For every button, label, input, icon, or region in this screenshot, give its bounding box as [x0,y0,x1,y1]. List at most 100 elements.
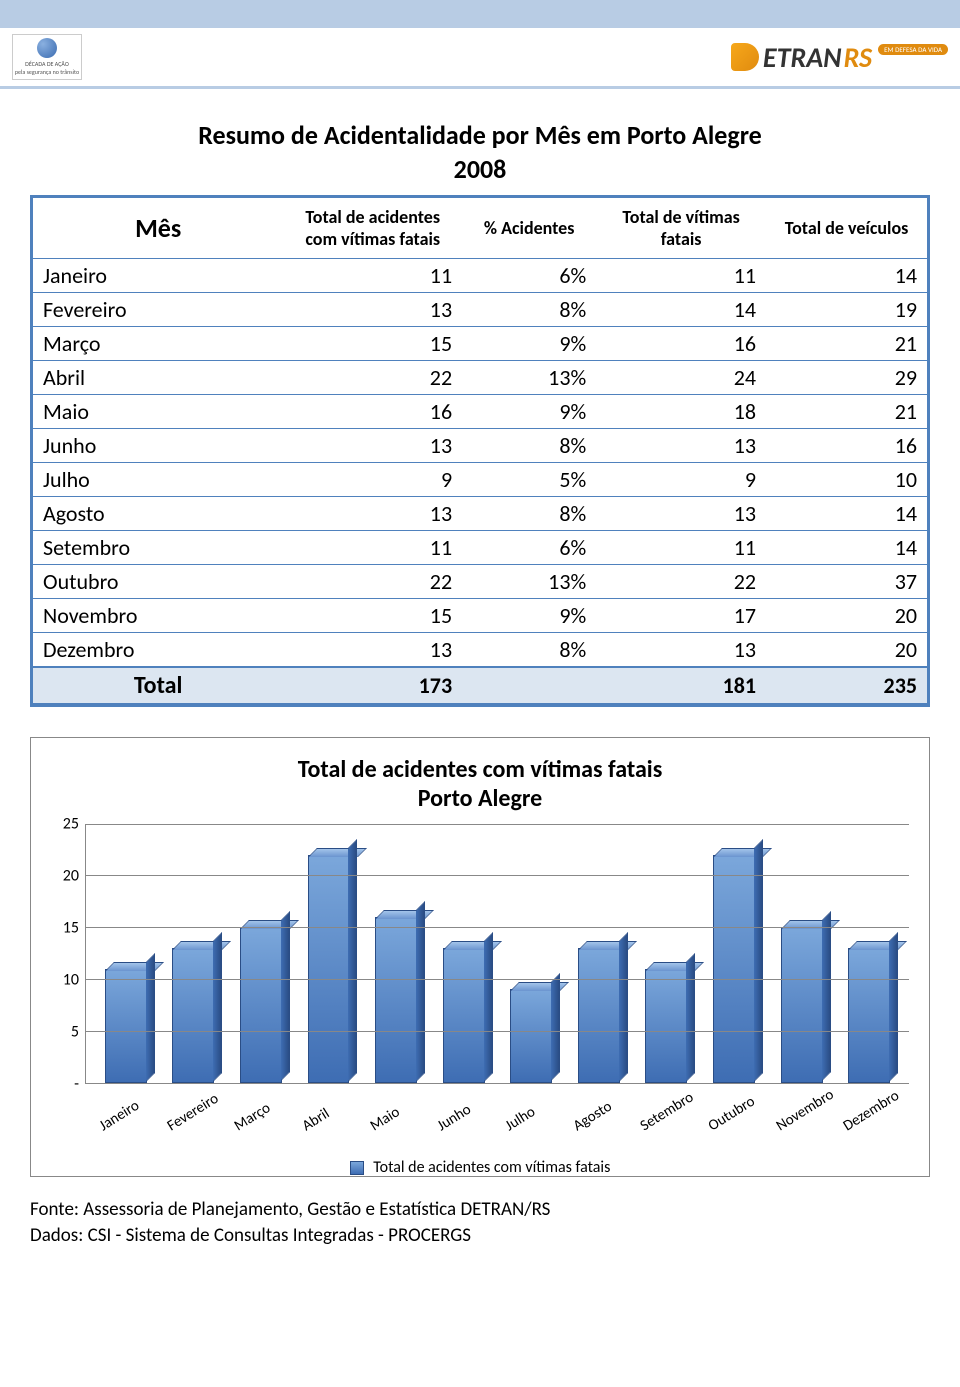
plot-area [85,824,909,1084]
table-row: Janeiro116%1114 [33,259,927,293]
bars-container [86,824,909,1083]
decada-acao-logo: DÉCADA DE AÇÃO pela segurança no trânsit… [12,34,82,80]
cell-mes: Fevereiro [33,293,283,327]
globe-icon [37,38,57,58]
bar [781,927,823,1082]
chart-title-line1: Total de acidentes com vítimas fatais [298,755,663,784]
col-mes: Mês [33,198,283,259]
bar [240,927,282,1082]
cell-veiculos: 20 [766,599,927,633]
cell-vitimas: 18 [596,395,766,429]
cell-vitimas: 22 [596,565,766,599]
bar-slot [497,824,565,1083]
footer-line1: Fonte: Assessoria de Planejamento, Gestã… [30,1197,930,1223]
cell-pct: 6% [462,531,596,565]
cell-acidentes: 22 [283,565,462,599]
cell-mes: Outubro [33,565,283,599]
page-title: Resumo de Acidentalidade por Mês em Port… [0,119,960,151]
y-axis: 252015105- [51,824,85,1084]
bar-slot [768,824,836,1083]
cell-acidentes: 11 [283,531,462,565]
total-pct [462,667,596,704]
data-table-wrap: Mês Total de acidentes com vítimas fatai… [30,195,930,707]
bar [105,969,147,1083]
top-banner [0,0,960,28]
col-vitimas: Total de vítimas fatais [596,198,766,259]
grid-line [86,824,909,825]
cell-pct: 8% [462,633,596,668]
cell-vitimas: 13 [596,497,766,531]
cell-acidentes: 16 [283,395,462,429]
cell-pct: 5% [462,463,596,497]
grid-line [86,979,909,980]
y-tick: 5 [51,1022,79,1041]
bar-slot [227,824,295,1083]
bar [645,969,687,1083]
table-row: Novembro159%1720 [33,599,927,633]
cell-vitimas: 24 [596,361,766,395]
title-block: Resumo de Acidentalidade por Mês em Port… [0,119,960,185]
cell-mes: Agosto [33,497,283,531]
table-row: Maio169%1821 [33,395,927,429]
cell-pct: 6% [462,259,596,293]
table-row: Dezembro138%1320 [33,633,927,668]
table-row: Abril2213%2429 [33,361,927,395]
cell-vitimas: 9 [596,463,766,497]
table-row: Março159%1621 [33,327,927,361]
col-pct: % Acidentes [462,198,596,259]
table-row: Outubro2213%2237 [33,565,927,599]
cell-acidentes: 13 [283,429,462,463]
bar [848,948,890,1083]
bar [713,855,755,1083]
page-year: 2008 [0,153,960,185]
cell-veiculos: 37 [766,565,927,599]
bar-slot [160,824,228,1083]
cell-acidentes: 11 [283,259,462,293]
cell-pct: 8% [462,497,596,531]
cell-pct: 13% [462,361,596,395]
table-row: Agosto138%1314 [33,497,927,531]
table-row: Setembro116%1114 [33,531,927,565]
cell-vitimas: 11 [596,531,766,565]
cell-pct: 8% [462,429,596,463]
y-tick: 15 [51,918,79,937]
table-total-row: Total173181235 [33,667,927,704]
cell-veiculos: 14 [766,259,927,293]
col-veiculos: Total de veículos [766,198,927,259]
footer: Fonte: Assessoria de Planejamento, Gestã… [30,1197,930,1248]
table-row: Junho138%1316 [33,429,927,463]
bar [510,989,552,1082]
table-row: Julho95%910 [33,463,927,497]
bar-slot [565,824,633,1083]
bar [308,855,350,1083]
cell-pct: 9% [462,395,596,429]
cell-vitimas: 14 [596,293,766,327]
cell-vitimas: 13 [596,633,766,668]
cell-acidentes: 22 [283,361,462,395]
x-axis-labels: JaneiroFevereiroMarçoAbrilMaioJunhoJulho… [85,1084,909,1154]
cell-vitimas: 11 [596,259,766,293]
chart-box: Total de acidentes com vítimas fatais Po… [30,737,930,1177]
bar-slot [700,824,768,1083]
footer-line2: Dados: CSI - Sistema de Consultas Integr… [30,1223,930,1249]
cell-vitimas: 13 [596,429,766,463]
y-tick: 25 [51,814,79,833]
plot-wrap: 252015105- [51,824,909,1084]
grid-line [86,1031,909,1032]
bar-slot [92,824,160,1083]
cell-pct: 8% [462,293,596,327]
total-acidentes: 173 [283,667,462,704]
logo-left-line1: DÉCADA DE AÇÃO [25,60,69,68]
cell-mes: Junho [33,429,283,463]
bar-slot [633,824,701,1083]
bar [443,948,485,1083]
bar [578,948,620,1083]
cell-veiculos: 16 [766,429,927,463]
data-table: Mês Total de acidentes com vítimas fatai… [33,198,927,704]
cell-acidentes: 9 [283,463,462,497]
cell-acidentes: 13 [283,293,462,327]
bar-slot [430,824,498,1083]
cell-vitimas: 17 [596,599,766,633]
table-header-row: Mês Total de acidentes com vítimas fatai… [33,198,927,259]
y-tick: 20 [51,866,79,885]
